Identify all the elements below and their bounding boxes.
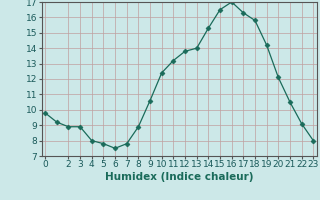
X-axis label: Humidex (Indice chaleur): Humidex (Indice chaleur): [105, 172, 253, 182]
